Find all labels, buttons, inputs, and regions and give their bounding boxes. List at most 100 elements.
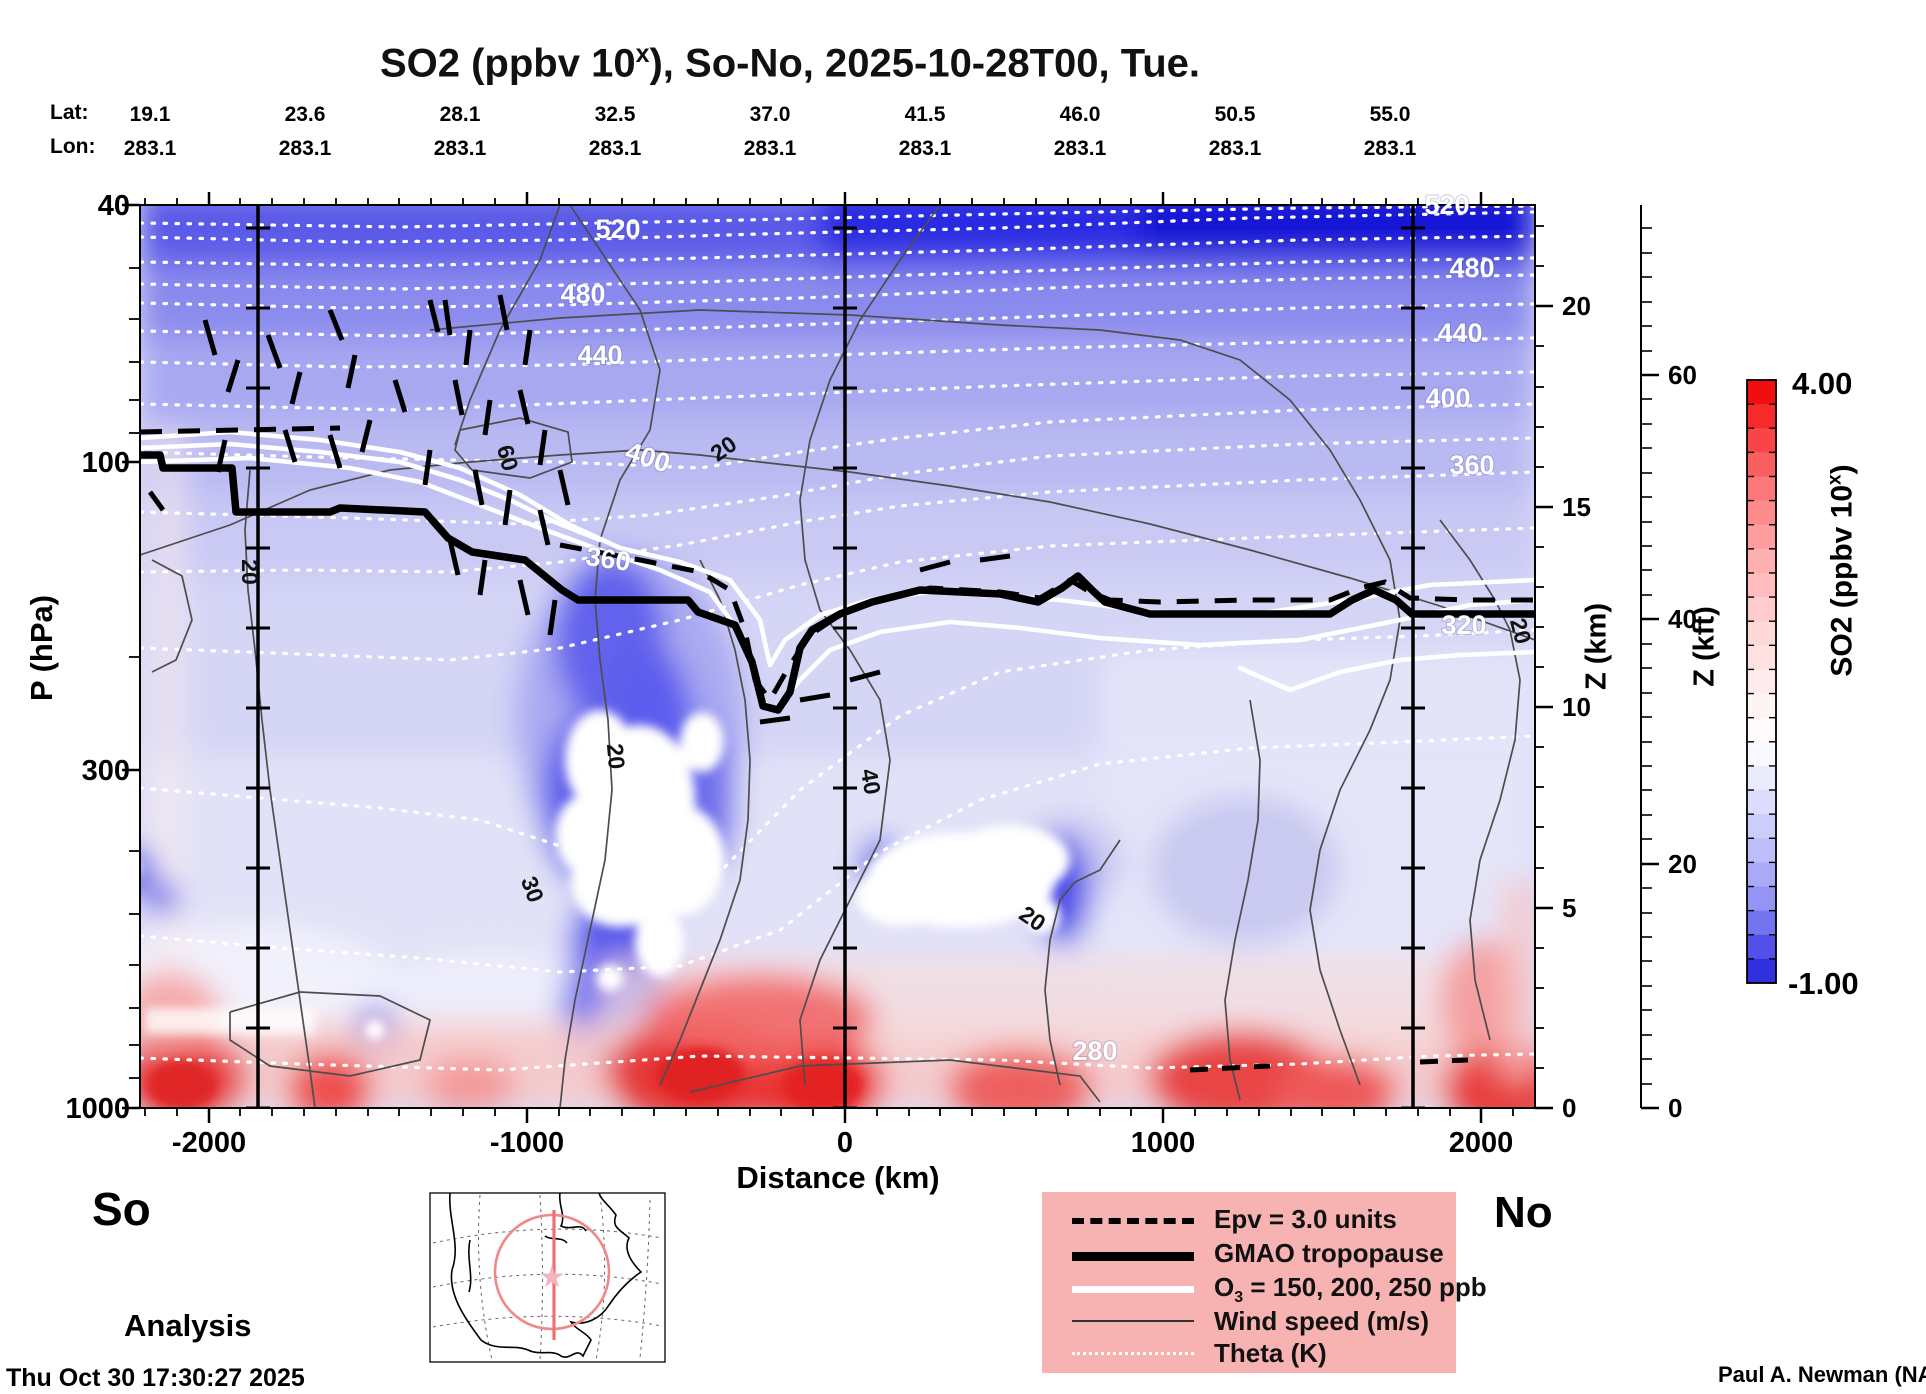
lat-value: 41.5 (905, 103, 946, 126)
theta-contour-line (140, 436, 1535, 526)
field-core (365, 1020, 385, 1040)
title-pre: SO2 (ppbv 10 (379, 41, 636, 86)
field-tint (146, 882, 178, 914)
ozone-label-sub: 3 (1234, 1289, 1244, 1307)
epv-dash (265, 334, 283, 369)
colorbar-cell (1747, 572, 1776, 598)
lat-value: 37.0 (750, 103, 791, 126)
legend-item-theta: Theta (K) (1042, 1338, 1456, 1372)
theta-contour-label: 440 (577, 340, 622, 370)
lon-value: 283.1 (1364, 137, 1417, 160)
epv-dash (327, 309, 345, 341)
ozone-line-sample (1072, 1286, 1194, 1293)
wind-line-sample (1072, 1320, 1194, 1322)
map-inset: ★ (429, 1192, 666, 1363)
theta-contour-line (140, 302, 1535, 338)
epv-dash (522, 329, 533, 366)
theta-contour-line (140, 628, 1535, 882)
height-kft-axis-label: Z (kft) (1688, 606, 1721, 687)
epv-dash (345, 354, 358, 389)
colorbar-cell (1747, 428, 1776, 453)
epv-dash (447, 539, 461, 576)
so2-field (140, 205, 1535, 1108)
lat-row-label: Lat: (50, 101, 89, 124)
wind-contour-label: 20 (602, 742, 630, 770)
ozone-contour-line (1237, 649, 1535, 693)
wind-speed-contours (140, 205, 1535, 1108)
colorbar-cell (1747, 910, 1776, 936)
epv-dash (392, 379, 408, 413)
pressure-tick-label: 100 (82, 447, 130, 479)
epv-dash (497, 294, 510, 331)
theta-contour-line (140, 1052, 1535, 1072)
theta-contour-line (140, 470, 1535, 574)
epv-contour-line (1419, 1057, 1469, 1065)
field-tint (140, 333, 1535, 423)
colorbar-label: SO2 (ppbv 10x) (1825, 441, 1860, 701)
theta-contour-label: 520 (1424, 190, 1469, 220)
distance-tick-label: 0 (837, 1127, 853, 1159)
km-tick-label: 10 (1562, 692, 1591, 722)
colorbar-label-post: ) (1825, 464, 1859, 475)
epv-dash (517, 579, 531, 616)
epv-dash (427, 299, 441, 333)
lon-row-label: Lon: (50, 135, 96, 158)
epv-dash (452, 379, 465, 416)
epv-dash (537, 509, 551, 546)
legend-label-wind: Wind speed (m/s) (1214, 1306, 1430, 1336)
theta-contour-line (140, 256, 1535, 291)
lon-value: 283.1 (589, 137, 642, 160)
theta-contour-label: 520 (595, 214, 640, 244)
km-tick-label: 5 (1562, 893, 1576, 923)
theta-contour-label: 480 (1449, 253, 1494, 283)
legend-item-tropopause: GMAO tropopause (1042, 1238, 1456, 1272)
colorbar-cell (1747, 838, 1776, 863)
field-core (1024, 898, 1060, 934)
epv-dash (759, 715, 791, 725)
pressure-tick-label: 300 (82, 755, 130, 787)
lon-value: 283.1 (279, 137, 332, 160)
axis-ticks (122, 192, 1553, 1123)
wind-contour-line (1224, 699, 1261, 1101)
pressure-axis-label: P (hPa) (24, 594, 59, 702)
theta-contour-label: 280 (1072, 1036, 1117, 1066)
field-tint (1140, 205, 1535, 255)
epv-dash (517, 389, 531, 425)
epv-dash (442, 299, 453, 336)
wind-contour-line (559, 205, 661, 1108)
field-core (855, 866, 945, 926)
legend-label-tropopause: GMAO tropopause (1214, 1238, 1444, 1268)
colorbar-cell (1747, 597, 1776, 622)
south-endpoint-label: So (92, 1183, 151, 1235)
theta-contour-line (360, 205, 431, 206)
epv-dash (463, 329, 473, 366)
ozone-contour-line (140, 441, 603, 543)
theta-contour-line (140, 205, 1535, 229)
km-tick-label: 20 (1562, 291, 1591, 321)
colorbar-cell (1747, 790, 1776, 815)
colorbar-cell (1747, 476, 1776, 502)
field-core (555, 795, 615, 875)
epv-dash (482, 399, 493, 436)
wind-contour-line (151, 559, 193, 673)
field-tint (288, 1053, 372, 1108)
lat-value: 50.5 (1215, 103, 1256, 126)
field-core (597, 965, 623, 991)
field-tint (140, 258, 1535, 343)
epv-dash (359, 419, 373, 453)
map-center-star-icon: ★ (539, 1261, 566, 1294)
epv-dash (327, 434, 343, 469)
field-core (140, 863, 141, 873)
lat-value: 28.1 (440, 103, 481, 126)
epv-dash (422, 449, 433, 486)
wind-contour-line (659, 559, 751, 1086)
chart-title: SO2 (ppbv 10x), So-No, 2025-10-28T00, Tu… (0, 40, 1580, 86)
theta-contour-line (140, 234, 1535, 268)
analysis-label: Analysis (124, 1308, 252, 1343)
colorbar-cell (1747, 404, 1776, 429)
lon-value: 283.1 (434, 137, 487, 160)
lon-value: 283.1 (744, 137, 797, 160)
wind-contour-line (429, 309, 1401, 1086)
field-tint (140, 413, 1535, 503)
